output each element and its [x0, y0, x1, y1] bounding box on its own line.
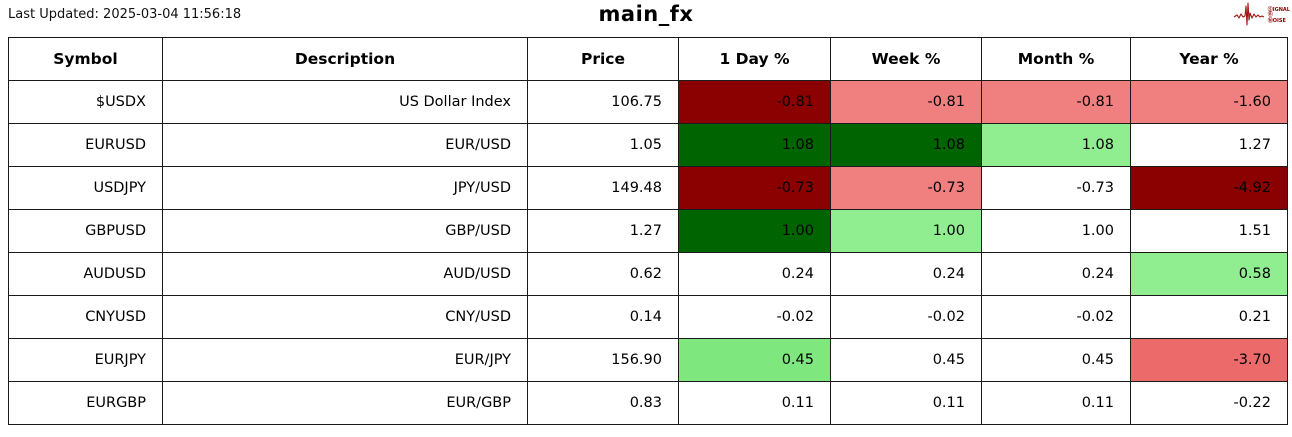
table-row: GBPUSD GBP/USD 1.27 1.00 1.00 1.00 1.51 [8, 209, 1288, 253]
signal-noise-logo: ⓈIGNAL Ⓑ ⓃOISE [1233, 1, 1290, 31]
logo-text: ⓈIGNAL Ⓑ ⓃOISE [1267, 7, 1290, 24]
fx-table-body: $USDX US Dollar Index 106.75 -0.81 -0.81 -0.8… [8, 80, 1288, 425]
pct-cell-1day: 0.11 [678, 381, 831, 425]
pct-cell-month: -0.73 [981, 166, 1131, 210]
pct-cell-year: -0.22 [1130, 381, 1288, 425]
table-row: AUDUSD AUD/USD 0.62 0.24 0.24 0.24 0.58 [8, 252, 1288, 296]
pct-cell-month: 1.00 [981, 209, 1131, 253]
symbol-cell: $USDX [8, 80, 163, 124]
pct-cell-year: -3.70 [1130, 338, 1288, 382]
pct-cell-month: 0.11 [981, 381, 1131, 425]
pct-cell-1day: 0.45 [678, 338, 831, 382]
symbol-cell: CNYUSD [8, 295, 163, 339]
description-cell: GBP/USD [162, 209, 528, 253]
pct-cell-month: 1.08 [981, 123, 1131, 167]
pct-cell-year: -1.60 [1130, 80, 1288, 124]
last-updated-text: Last Updated: 2025-03-04 11:56:18 [8, 7, 242, 22]
pct-cell-week: -0.73 [830, 166, 982, 210]
table-row: CNYUSD CNY/USD 0.14 -0.02 -0.02 -0.02 0.21 [8, 295, 1288, 339]
price-cell: 149.48 [527, 166, 679, 210]
column-header-week: Week % [830, 37, 982, 81]
description-cell: EUR/USD [162, 123, 528, 167]
column-header-year: Year % [1130, 37, 1288, 81]
pct-cell-1day: 1.08 [678, 123, 831, 167]
price-cell: 0.62 [527, 252, 679, 296]
pct-cell-1day: 1.00 [678, 209, 831, 253]
pct-cell-week: 0.24 [830, 252, 982, 296]
table-row: EURGBP EUR/GBP 0.83 0.11 0.11 0.11 -0.22 [8, 381, 1288, 425]
pct-cell-1day: -0.73 [678, 166, 831, 210]
column-header-symbol: Symbol [8, 37, 163, 81]
table-row: USDJPY JPY/USD 149.48 -0.73 -0.73 -0.73 -4.92 [8, 166, 1288, 210]
pct-cell-year: 0.21 [1130, 295, 1288, 339]
description-cell: JPY/USD [162, 166, 528, 210]
pct-cell-month: 0.24 [981, 252, 1131, 296]
price-cell: 1.05 [527, 123, 679, 167]
top-bar: Last Updated: 2025-03-04 11:56:18 main_f… [0, 0, 1292, 37]
column-header-1-day: 1 Day % [678, 37, 831, 81]
description-cell: AUD/USD [162, 252, 528, 296]
price-cell: 0.83 [527, 381, 679, 425]
column-header-description: Description [162, 37, 528, 81]
column-header-month: Month % [981, 37, 1131, 81]
fx-table: Symbol Description Price 1 Day % Week % Month… [8, 37, 1288, 425]
symbol-cell: GBPUSD [8, 209, 163, 253]
pct-cell-year: 0.58 [1130, 252, 1288, 296]
pct-cell-year: 1.27 [1130, 123, 1288, 167]
pct-cell-week: 1.08 [830, 123, 982, 167]
pct-cell-week: -0.02 [830, 295, 982, 339]
description-cell: EUR/GBP [162, 381, 528, 425]
pct-cell-year: -4.92 [1130, 166, 1288, 210]
description-cell: EUR/JPY [162, 338, 528, 382]
description-cell: CNY/USD [162, 295, 528, 339]
price-cell: 106.75 [527, 80, 679, 124]
symbol-cell: EURGBP [8, 381, 163, 425]
pct-cell-week: 0.45 [830, 338, 982, 382]
price-cell: 0.14 [527, 295, 679, 339]
waveform-icon [1233, 1, 1267, 31]
pct-cell-month: 0.45 [981, 338, 1131, 382]
table-header-row: Symbol Description Price 1 Day % Week % Month… [8, 37, 1288, 81]
price-cell: 1.27 [527, 209, 679, 253]
pct-cell-week: 0.11 [830, 381, 982, 425]
table-row: EURUSD EUR/USD 1.05 1.08 1.08 1.08 1.27 [8, 123, 1288, 167]
symbol-cell: AUDUSD [8, 252, 163, 296]
page-title: main_fx [598, 2, 694, 26]
pct-cell-1day: -0.81 [678, 80, 831, 124]
table-row: EURJPY EUR/JPY 156.90 0.45 0.45 0.45 -3.70 [8, 338, 1288, 382]
symbol-cell: EURJPY [8, 338, 163, 382]
pct-cell-month: -0.81 [981, 80, 1131, 124]
description-cell: US Dollar Index [162, 80, 528, 124]
pct-cell-year: 1.51 [1130, 209, 1288, 253]
table-row: $USDX US Dollar Index 106.75 -0.81 -0.81 -0.8… [8, 80, 1288, 124]
pct-cell-1day: 0.24 [678, 252, 831, 296]
symbol-cell: USDJPY [8, 166, 163, 210]
pct-cell-week: -0.81 [830, 80, 982, 124]
pct-cell-week: 1.00 [830, 209, 982, 253]
column-header-price: Price [527, 37, 679, 81]
pct-cell-month: -0.02 [981, 295, 1131, 339]
symbol-cell: EURUSD [8, 123, 163, 167]
price-cell: 156.90 [527, 338, 679, 382]
pct-cell-1day: -0.02 [678, 295, 831, 339]
